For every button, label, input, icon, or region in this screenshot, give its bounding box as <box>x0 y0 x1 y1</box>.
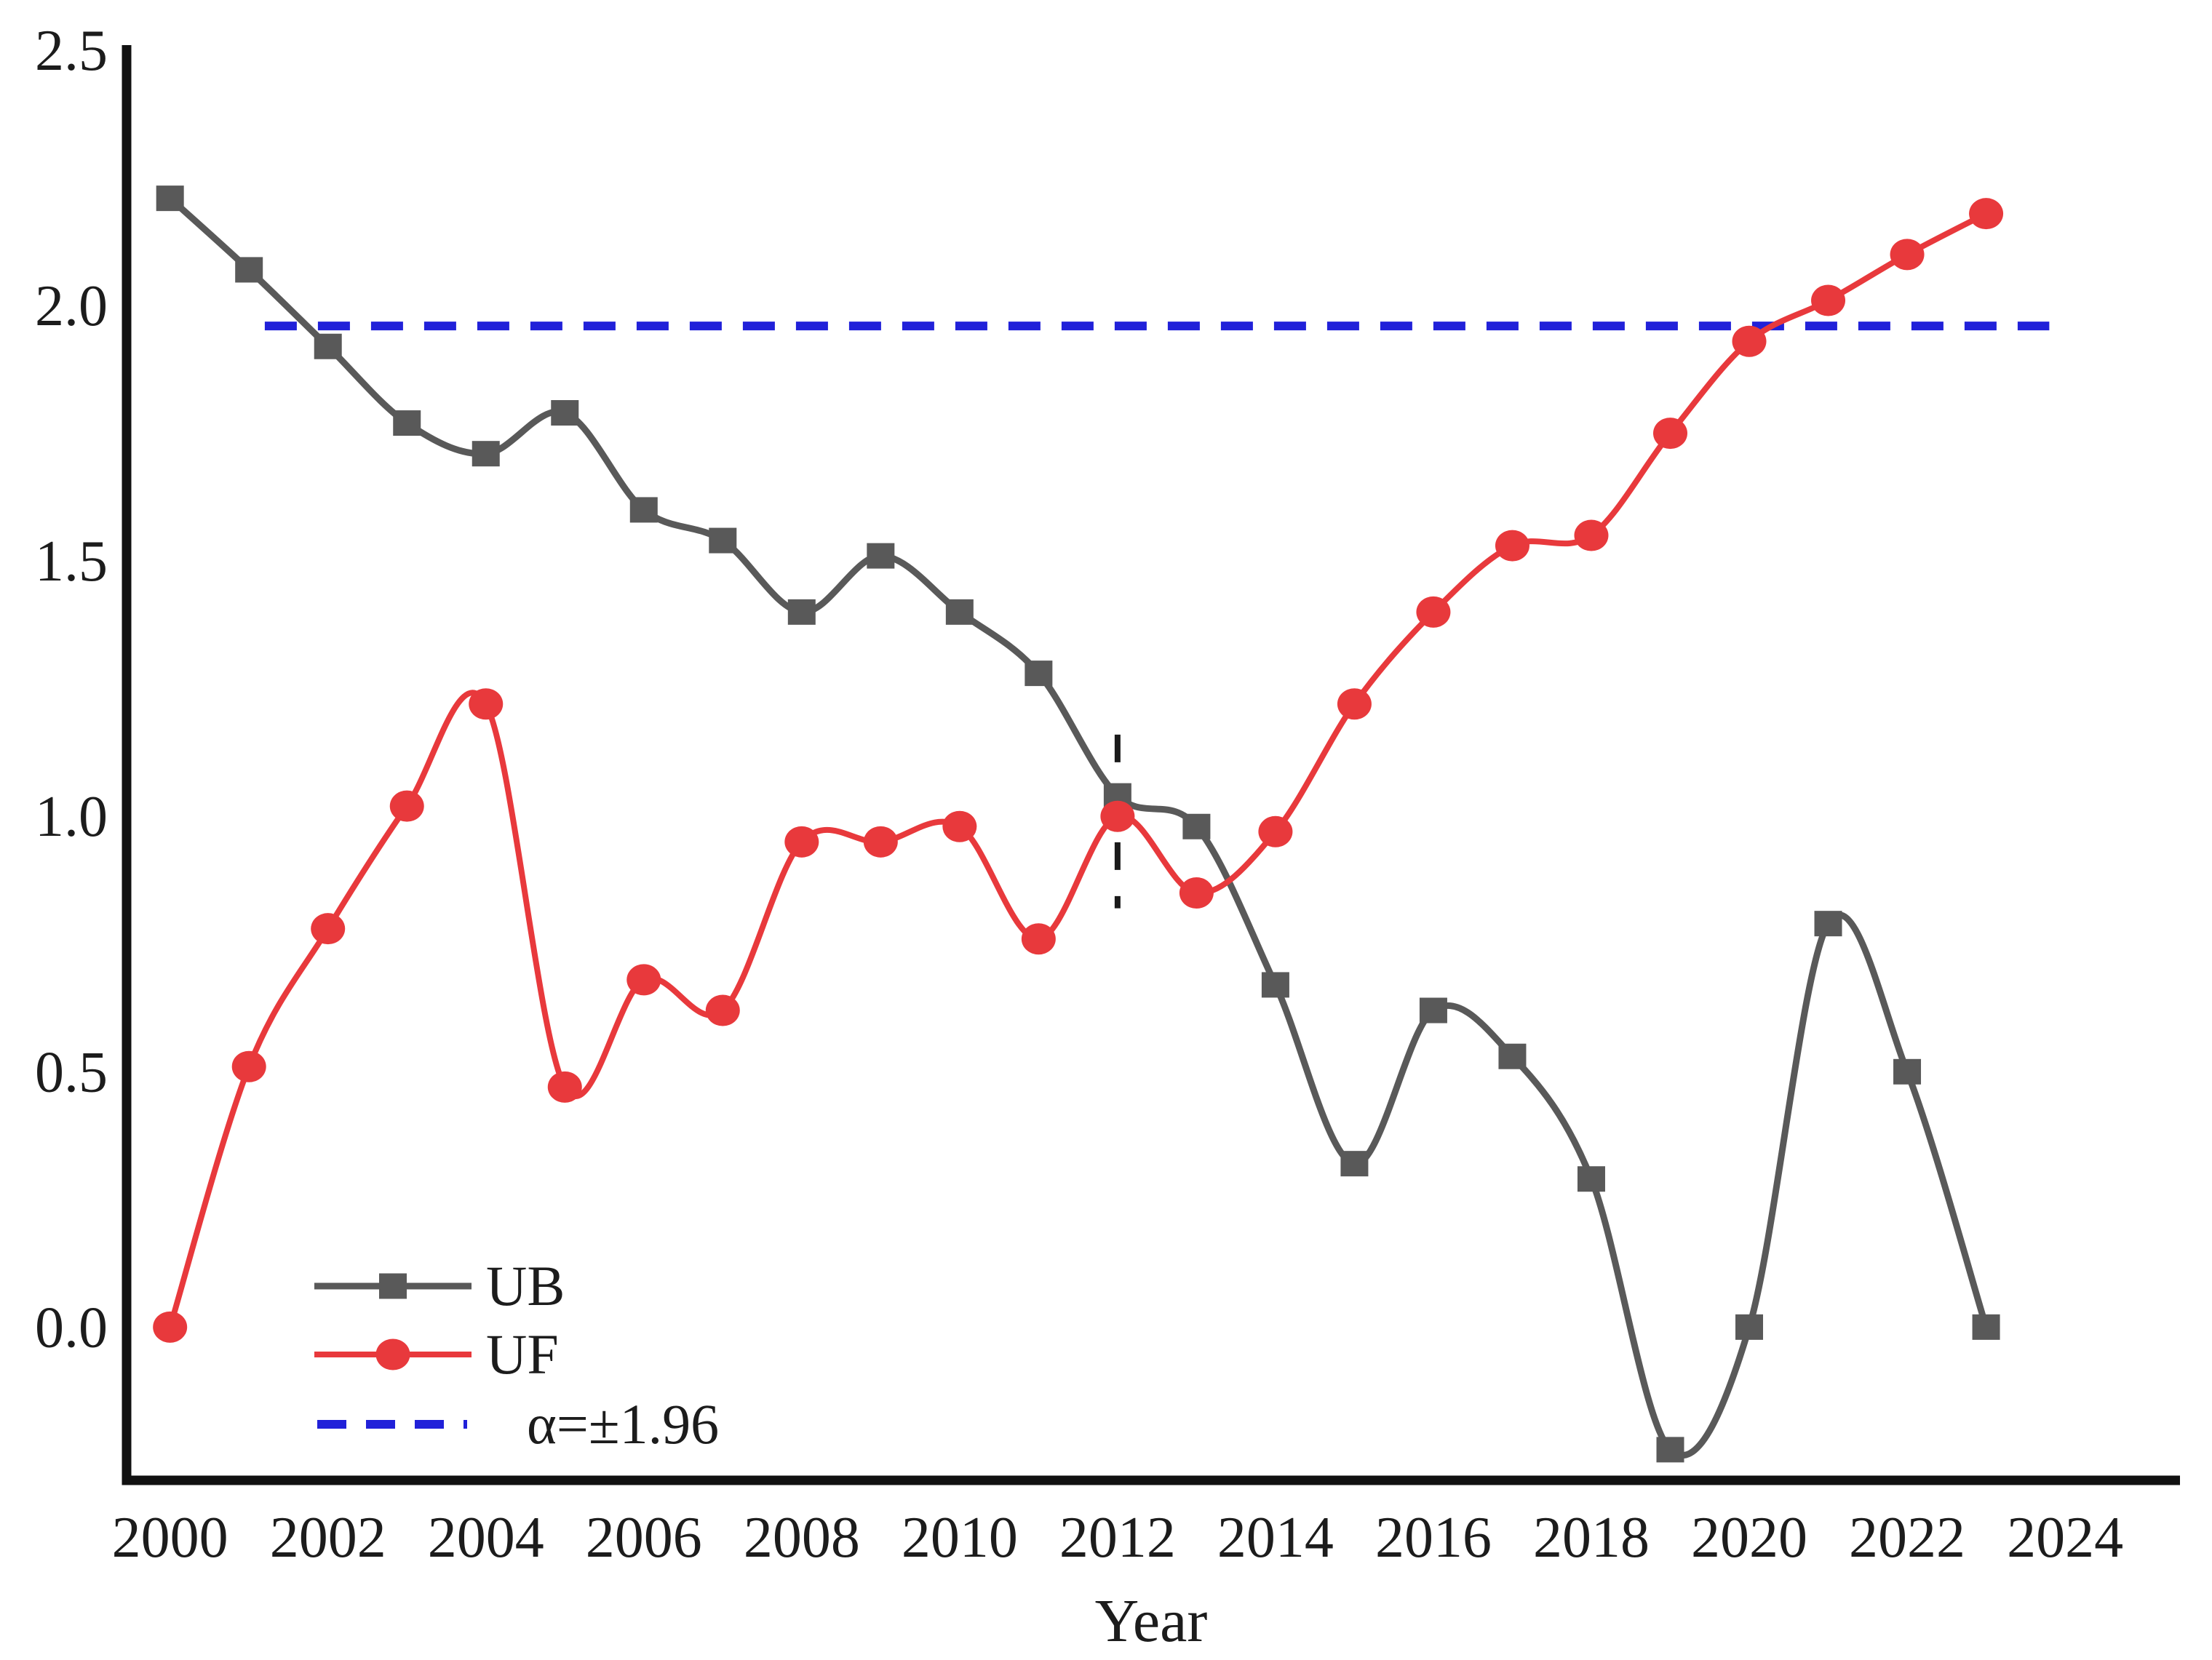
uf-marker <box>1100 800 1135 832</box>
x-tick-label: 2018 <box>1533 1506 1650 1570</box>
uf-marker <box>1337 688 1372 720</box>
tick-labels: 0.0 0.5 1.0 1.5 2.0 2.5 2000 2002 2004 2006 2008 20… <box>35 19 2123 1570</box>
x-tick-label: 2004 <box>428 1506 544 1570</box>
uf-marker <box>863 826 898 858</box>
series-layer <box>153 185 2004 1463</box>
y-tick-label: 0.0 <box>35 1296 108 1360</box>
ub-marker <box>1893 1058 1922 1085</box>
uf-marker <box>469 688 504 720</box>
x-tick-label: 2000 <box>112 1506 228 1570</box>
y-tick-label: 1.5 <box>35 530 108 594</box>
ub-marker <box>1261 972 1289 998</box>
ub-marker <box>1025 661 1053 687</box>
uf-marker <box>1258 815 1293 847</box>
x-axis-title: Year <box>1095 1587 1208 1655</box>
ub-marker <box>1340 1151 1369 1177</box>
uf-marker <box>784 826 819 858</box>
uf-marker <box>1811 284 1846 316</box>
y-tick-label: 0.5 <box>35 1040 108 1104</box>
ub-marker <box>314 333 342 359</box>
uf-line <box>167 210 1989 1330</box>
uf-marker <box>705 994 740 1026</box>
uf-marker <box>1416 596 1451 628</box>
legend-ub-marker <box>379 1273 407 1299</box>
uf-marker <box>153 1311 188 1343</box>
uf-marker <box>1890 239 1925 271</box>
uf-marker <box>1574 519 1609 551</box>
x-tick-label: 2012 <box>1059 1506 1176 1570</box>
ub-marker <box>709 527 737 554</box>
ub-marker <box>551 400 579 426</box>
uf-marker <box>389 790 424 822</box>
y-tick-label: 2.0 <box>35 274 108 338</box>
uf-marker <box>547 1071 582 1103</box>
x-tick-label: 2016 <box>1375 1506 1492 1570</box>
uf-marker <box>1652 418 1687 450</box>
ub-marker <box>1656 1437 1684 1463</box>
legend-label: UB <box>486 1254 565 1317</box>
x-tick-label: 2008 <box>744 1506 860 1570</box>
ub-line <box>167 195 1990 1459</box>
ub-marker <box>235 257 263 283</box>
axes <box>122 45 2180 1485</box>
ub-marker <box>1972 1314 2000 1340</box>
x-tick-label: 2022 <box>1849 1506 1965 1570</box>
x-tick-label: 2002 <box>270 1506 386 1570</box>
uf-marker <box>1179 877 1214 909</box>
x-tick-label: 2014 <box>1217 1506 1334 1570</box>
ub-marker <box>867 543 895 569</box>
legend-label: α=±1.96 <box>527 1392 719 1456</box>
uf-marker <box>1021 923 1056 955</box>
legend-label: UF <box>486 1322 559 1386</box>
ub-marker <box>156 185 184 212</box>
ub-marker <box>1735 1314 1764 1340</box>
uf-marker <box>1732 325 1767 357</box>
legend-uf-marker <box>375 1338 410 1370</box>
reference-lines <box>264 322 2050 909</box>
ub-marker <box>1814 911 1842 937</box>
x-tick-label: 2006 <box>586 1506 702 1570</box>
uf-marker <box>626 964 661 996</box>
uf-marker <box>311 913 346 945</box>
y-tick-label: 1.0 <box>35 785 108 849</box>
x-tick-label: 2024 <box>2007 1506 2123 1570</box>
uf-marker <box>1495 530 1529 562</box>
ub-marker <box>787 599 816 625</box>
ub-marker <box>945 599 974 625</box>
uf-marker <box>1969 198 2004 230</box>
uf-marker <box>942 810 977 842</box>
x-tick-label: 2010 <box>902 1506 1018 1570</box>
ub-marker <box>1498 1043 1527 1069</box>
ub-marker <box>1182 813 1211 839</box>
ub-marker <box>629 497 658 523</box>
ub-marker <box>472 441 500 467</box>
ub-marker <box>1419 997 1447 1023</box>
uf-marker <box>231 1050 266 1082</box>
x-tick-label: 2020 <box>1691 1506 1807 1570</box>
y-tick-label: 2.5 <box>35 19 108 83</box>
ub-marker <box>1577 1166 1605 1192</box>
ub-marker <box>393 410 421 436</box>
